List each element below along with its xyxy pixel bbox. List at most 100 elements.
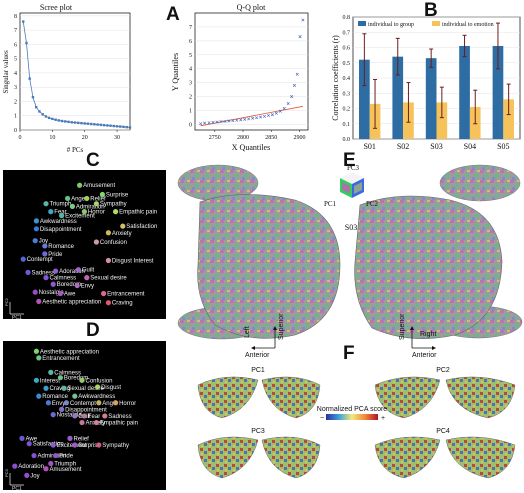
emotion-scatter-c-point-label: Envy xyxy=(81,284,94,290)
emotion-scatter-c-point xyxy=(25,269,31,275)
orientation-left: Left Anterior Superior xyxy=(244,313,285,359)
emotion-scatter-d-point xyxy=(43,466,49,472)
correlation-bar-chart: 0.0 0.1 0.2 0.3 0.4 0.5 0.6 0.7 0.8 S01 S02 S03 S04… xyxy=(331,15,521,151)
flatmap-right-hemisphere xyxy=(354,195,503,339)
emotion-scatter-d-point xyxy=(95,384,101,390)
emotion-scatter-c-point-label: Aesthetic appreciation xyxy=(42,299,101,305)
orientation-right-anterior: Anterior xyxy=(412,352,437,359)
emotion-scatter-c-point-label: Guilt xyxy=(82,268,95,274)
emotion-scatter-c-point xyxy=(59,213,65,219)
emotion-scatter-d-point xyxy=(31,452,37,459)
emotion-scatter-c-point-label: Craving xyxy=(112,301,133,307)
qq-xtick-label: 2900 xyxy=(294,135,306,141)
emotion-scatter-c-point-label: Amusement xyxy=(83,183,115,189)
emotion-scatter-d-point xyxy=(33,348,40,354)
emotion-scatter-c-point xyxy=(42,251,48,257)
qq-point xyxy=(207,121,211,125)
emotion-scatter-d-point-label: Admiration xyxy=(38,454,67,460)
emotion-scatter-d-point-label: Entrancement xyxy=(42,356,80,362)
scree-point xyxy=(47,116,51,120)
qq-point xyxy=(295,72,299,76)
qq-ytick-label: 4 xyxy=(189,67,192,73)
emotion-scatter-d-point xyxy=(63,400,69,406)
emotion-scatter-d-point-label: Fear xyxy=(88,414,100,420)
emotion-scatter-c-point xyxy=(69,203,75,209)
emotion-scatter-d-point xyxy=(50,412,56,418)
emotion-scatter-c-point xyxy=(84,275,90,281)
scree-xlabel: # PCs xyxy=(67,146,84,154)
emotion-scatter-c-point-label: Relief xyxy=(90,196,106,202)
emotion-scatter-d-point-label: Sympathy xyxy=(102,443,129,449)
emotion-scatter-c-point xyxy=(93,201,99,207)
qq-plot: Q-Q plot 0 1 2 3 4 5 6 7 2750 2800 2850 2900 X Qua… xyxy=(171,3,309,152)
rgb-cube: PC3 PC1 PC2 xyxy=(324,164,379,208)
scree-point xyxy=(106,124,109,127)
emotion-scatter-c-y-axis-label: PC2 xyxy=(4,297,9,306)
qq-xtick-label: 2850 xyxy=(265,135,277,141)
emotion-scatter-d-point xyxy=(96,400,102,406)
scree-yticks: 0 1 2 3 4 5 6 7 8 xyxy=(14,14,17,134)
emotion-scatter-c-point-label: Contempt xyxy=(27,257,53,263)
scree-point xyxy=(119,125,122,128)
emotion-scatter-c-point-label: Joy xyxy=(39,239,48,245)
emotion-scatter-c-point-label: Pride xyxy=(48,252,63,258)
pca-colorbar: Normalized PCA score − + xyxy=(317,406,388,422)
corr-bar-group xyxy=(392,56,404,139)
emotion-scatter-d-point xyxy=(79,377,85,383)
emotion-scatter-d-point-label: Calmness xyxy=(54,370,81,376)
corr-bar-group xyxy=(359,59,370,140)
emotion-scatter-d-point-label: Amusement xyxy=(50,467,82,473)
emotion-scatter-c-point-label: Anxiety xyxy=(112,231,132,237)
emotion-scatter-c-point-label: Sadness xyxy=(32,270,55,276)
emotion-scatter-d-point xyxy=(96,442,102,448)
scree-xtick-label: 30 xyxy=(114,135,120,141)
emotion-scatter-c-point-label: Nostalgia xyxy=(39,290,65,296)
orientation-left-superior: Superior xyxy=(278,313,285,340)
emotion-scatter-d-point xyxy=(12,463,18,469)
emotion-scatter-c-point xyxy=(81,209,87,215)
emotion-scatter-d-point-label: Pride xyxy=(59,454,74,460)
corr-ytick-label: 0.0 xyxy=(343,137,351,143)
corr-bars xyxy=(359,22,514,140)
emotion-scatter-d-point-label: Excitement xyxy=(57,443,87,449)
scree-xtick-label: 20 xyxy=(82,135,88,141)
scree-point xyxy=(128,126,132,129)
emotion-scatter-c-point-label: Satisfaction xyxy=(126,224,157,230)
pca-colorbar-min: − xyxy=(320,415,324,422)
corr-ytick-label: 0.8 xyxy=(343,15,351,21)
emotion-scatter-c-point xyxy=(99,191,105,198)
pca-colorbar-max: + xyxy=(381,415,385,422)
emotion-scatter-c-point xyxy=(42,243,48,249)
scree-ytick-label: 6 xyxy=(14,42,17,48)
scree-ytick-label: 7 xyxy=(14,28,17,34)
qq-point xyxy=(223,119,227,123)
qq-point xyxy=(298,35,302,39)
emotion-scatter-d-point xyxy=(59,406,65,412)
scree-point xyxy=(86,122,90,125)
emotion-scatter-c-point-label: Empathic pain xyxy=(119,210,157,216)
orientation-left-anterior: Anterior xyxy=(245,352,270,359)
scree-point xyxy=(93,123,96,126)
panel-letter-c: C xyxy=(86,150,100,171)
qq-point xyxy=(301,18,305,22)
pc-map-pc1: PC1 xyxy=(197,367,321,419)
corr-yticks: 0.0 0.1 0.2 0.3 0.4 0.5 0.6 0.7 0.8 xyxy=(343,15,351,143)
corr-ytick-label: 0.5 xyxy=(343,61,351,67)
scree-point xyxy=(28,77,31,80)
scree-grid xyxy=(20,15,130,131)
emotion-scatter-d-point xyxy=(113,400,119,406)
emotion-scatter-d-point xyxy=(53,452,59,459)
scree-ylabel: Singular values xyxy=(2,50,10,94)
pc-maps-panel: PC1 PC2 PC3 PC4 Normalized PCA score − + xyxy=(197,367,516,479)
scree-point xyxy=(25,41,28,45)
emotion-scatter-c-point xyxy=(50,281,56,287)
qq-point xyxy=(282,106,286,110)
emotion-scatter-c-point xyxy=(32,289,38,295)
corr-ytick-label: 0.6 xyxy=(343,46,351,52)
qq-point xyxy=(239,118,243,122)
emotion-scatter-d-point-label: Joy xyxy=(30,473,39,479)
qq-grid xyxy=(195,26,308,125)
qq-ytick-label: 5 xyxy=(189,53,192,59)
scree-point xyxy=(115,125,119,128)
